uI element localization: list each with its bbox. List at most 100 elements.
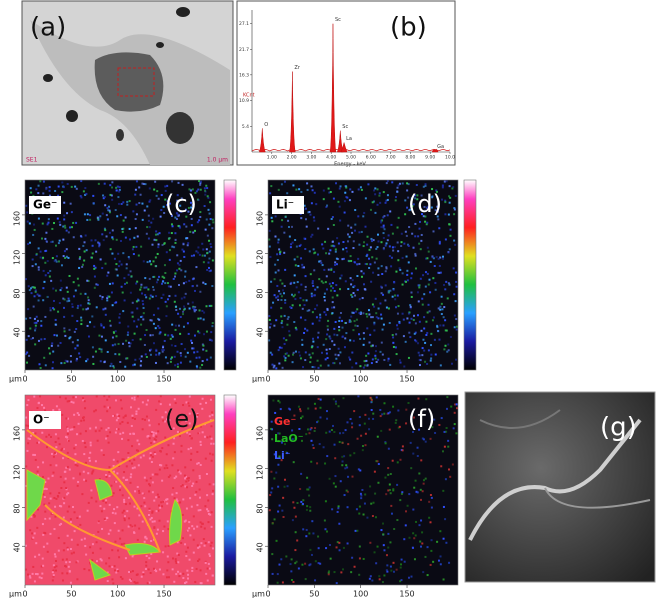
map-pixel bbox=[191, 188, 194, 191]
map-pixel bbox=[377, 240, 380, 243]
map-pixel bbox=[115, 428, 118, 431]
map-pixel bbox=[49, 497, 52, 500]
map-pixel bbox=[166, 362, 169, 365]
map-pixel bbox=[332, 398, 335, 401]
map-pixel bbox=[122, 458, 125, 461]
map-pixel bbox=[80, 196, 83, 199]
map-pixel bbox=[116, 549, 119, 552]
map-pixel bbox=[304, 285, 307, 288]
map-pixel bbox=[374, 357, 377, 360]
map-pixel bbox=[53, 222, 56, 225]
map-pixel bbox=[82, 419, 85, 422]
map-pixel bbox=[391, 295, 394, 298]
map-pixel bbox=[310, 427, 313, 430]
map-pixel bbox=[271, 553, 274, 556]
map-pixel bbox=[72, 477, 75, 480]
map-pixel bbox=[144, 334, 147, 337]
map-pixel bbox=[343, 494, 346, 497]
map-pixel bbox=[306, 329, 309, 332]
map-pixel bbox=[68, 561, 71, 564]
map-pixel bbox=[296, 502, 299, 505]
map-pixel bbox=[158, 232, 161, 235]
map-pixel bbox=[44, 487, 47, 490]
map-pixel bbox=[148, 581, 151, 584]
map-pixel bbox=[421, 297, 424, 300]
map-pixel bbox=[71, 341, 74, 344]
map-pixel bbox=[69, 355, 72, 358]
map-pixel bbox=[143, 343, 146, 346]
map-pixel bbox=[176, 194, 179, 197]
map-pixel bbox=[208, 250, 211, 253]
map-pixel bbox=[106, 207, 109, 210]
map-pixel bbox=[138, 202, 141, 205]
map-pixel bbox=[396, 241, 399, 244]
map-pixel bbox=[273, 364, 276, 367]
map-pixel bbox=[416, 291, 419, 294]
map-pixel bbox=[442, 316, 445, 319]
map-pixel bbox=[199, 183, 202, 186]
map-pixel bbox=[105, 428, 108, 431]
map-pixel bbox=[186, 577, 189, 580]
map-pixel bbox=[292, 295, 295, 298]
map-pixel bbox=[200, 582, 203, 585]
map-pixel bbox=[157, 325, 160, 328]
map-pixel bbox=[319, 316, 322, 319]
map-pixel bbox=[414, 197, 417, 200]
map-pixel bbox=[183, 308, 186, 311]
map-pixel bbox=[291, 429, 294, 432]
map-pixel bbox=[288, 334, 291, 337]
map-pixel bbox=[359, 492, 362, 495]
map-pixel bbox=[273, 477, 276, 480]
map-pixel bbox=[349, 358, 352, 361]
map-pixel bbox=[430, 332, 433, 335]
map-pixel bbox=[342, 241, 345, 244]
map-pixel bbox=[115, 186, 118, 189]
map-pixel bbox=[171, 568, 174, 571]
map-pixel bbox=[42, 269, 45, 272]
map-pixel bbox=[271, 438, 274, 441]
map-pixel bbox=[28, 575, 31, 578]
map-pixel bbox=[208, 338, 211, 341]
map-pixel bbox=[127, 456, 130, 459]
map-pixel bbox=[127, 331, 130, 334]
map-pixel bbox=[36, 508, 39, 511]
map-pixel bbox=[164, 185, 167, 188]
map-pixel bbox=[157, 353, 160, 356]
map-pixel bbox=[445, 430, 448, 433]
map-pixel bbox=[72, 505, 75, 508]
map-pixel bbox=[153, 520, 156, 523]
map-pixel bbox=[436, 205, 439, 208]
map-pixel bbox=[407, 261, 410, 264]
map-pixel bbox=[111, 565, 114, 568]
map-pixel bbox=[57, 536, 60, 539]
map-pixel bbox=[439, 256, 442, 259]
map-pixel bbox=[185, 225, 188, 228]
map-pixel bbox=[271, 363, 274, 366]
map-pixel bbox=[377, 273, 380, 276]
map-pixel bbox=[389, 472, 392, 475]
map-pixel bbox=[353, 565, 356, 568]
map-pixel bbox=[191, 347, 194, 350]
map-pixel bbox=[69, 547, 72, 550]
y-axis-label: KCnt bbox=[243, 93, 255, 99]
map-pixel bbox=[83, 537, 86, 540]
map-pixel bbox=[283, 251, 286, 254]
map-pixel bbox=[101, 296, 104, 299]
map-pixel bbox=[303, 304, 306, 307]
map-pixel bbox=[75, 359, 78, 362]
map-pixel bbox=[164, 271, 167, 274]
map-pixel bbox=[49, 532, 52, 535]
map-pixel bbox=[370, 237, 373, 240]
map-pixel bbox=[100, 323, 103, 326]
map-pixel bbox=[79, 356, 82, 359]
map-pixel bbox=[177, 224, 180, 227]
map-pixel bbox=[150, 319, 153, 322]
map-pixel bbox=[49, 269, 52, 272]
map-pixel bbox=[370, 401, 373, 404]
colorbar bbox=[463, 179, 477, 371]
map-pixel bbox=[35, 542, 38, 545]
map-pixel bbox=[373, 329, 376, 332]
map-pixel bbox=[342, 248, 345, 251]
map-pixel bbox=[144, 353, 147, 356]
map-pixel bbox=[380, 429, 383, 432]
